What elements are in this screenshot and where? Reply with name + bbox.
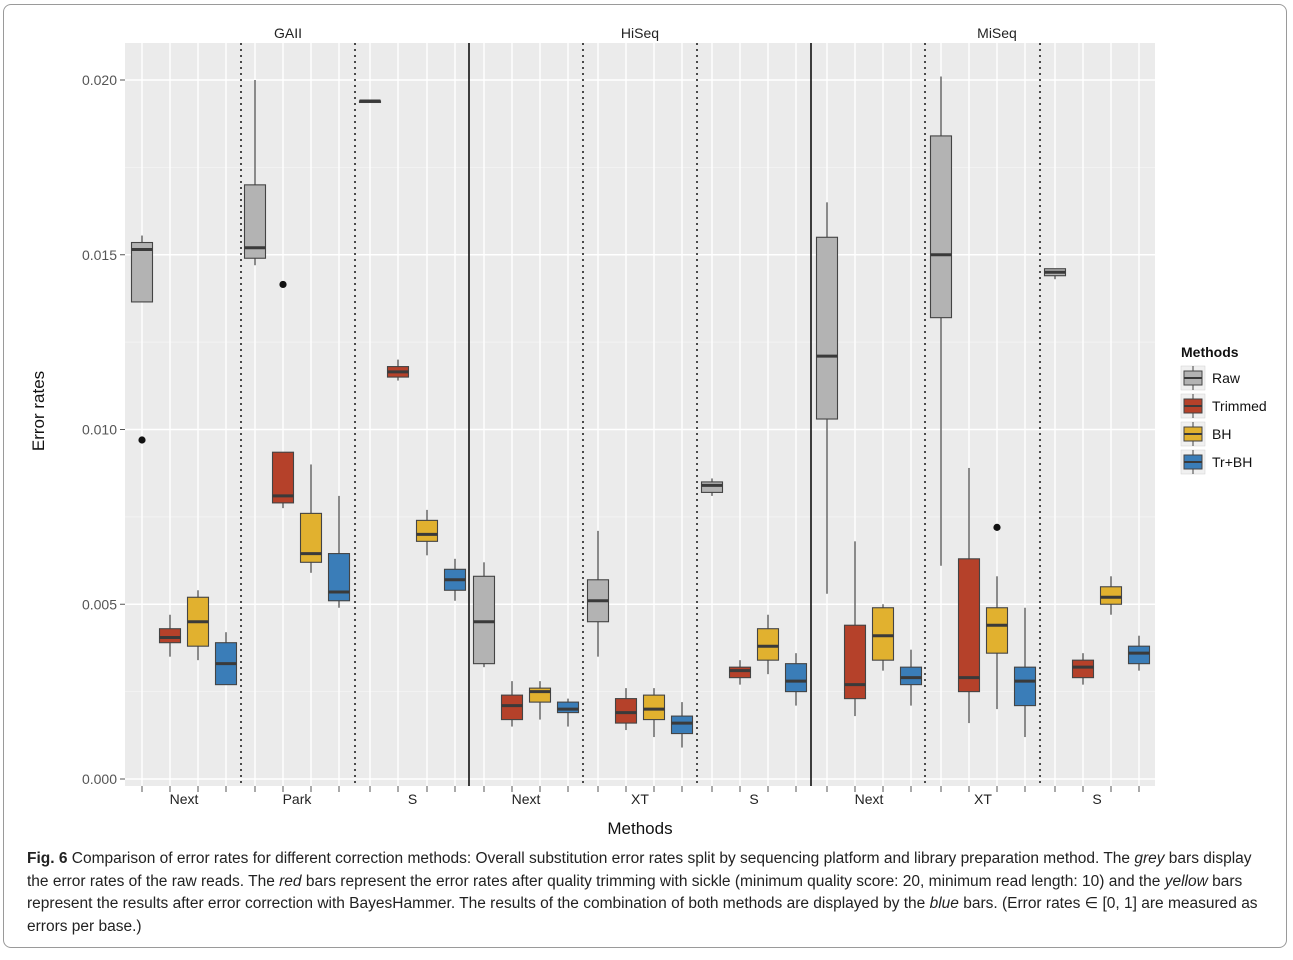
legend-label: Trimmed bbox=[1212, 398, 1267, 414]
box bbox=[158, 628, 182, 644]
legend-label: BH bbox=[1212, 426, 1231, 442]
box bbox=[642, 694, 666, 721]
box bbox=[1127, 645, 1151, 665]
legend-title: Methods bbox=[1181, 344, 1239, 360]
caption-label: Fig. 6 bbox=[27, 850, 68, 867]
legend-label: Raw bbox=[1212, 370, 1241, 386]
box bbox=[728, 666, 752, 679]
x-group-label: S bbox=[408, 791, 417, 807]
box bbox=[957, 558, 981, 693]
box bbox=[614, 698, 638, 724]
y-tick-label: 0.010 bbox=[82, 422, 117, 438]
x-group-label: Park bbox=[283, 791, 313, 807]
box bbox=[843, 624, 867, 700]
box bbox=[670, 715, 694, 735]
y-tick-label: 0.005 bbox=[82, 596, 117, 612]
box bbox=[327, 553, 351, 602]
x-group-label: Next bbox=[512, 791, 541, 807]
box bbox=[815, 236, 839, 420]
box bbox=[899, 666, 923, 686]
y-axis-label: Error rates bbox=[29, 371, 48, 451]
panel-title: HiSeq bbox=[621, 25, 659, 41]
box bbox=[472, 575, 496, 665]
box bbox=[271, 451, 295, 504]
box bbox=[556, 701, 580, 714]
box bbox=[500, 694, 524, 721]
caption-grey: grey bbox=[1134, 850, 1165, 867]
panel-title: MiSeq bbox=[977, 25, 1017, 41]
figure-caption: Fig. 6 Comparison of error rates for dif… bbox=[27, 848, 1272, 938]
outlier-point bbox=[138, 436, 146, 444]
box bbox=[1099, 586, 1123, 605]
box bbox=[1013, 666, 1037, 707]
x-group-label: S bbox=[1092, 791, 1101, 807]
y-tick-label: 0.015 bbox=[82, 247, 117, 263]
caption-text-2: bars display the error rates of the raw … bbox=[27, 850, 1252, 890]
x-group-label: XT bbox=[974, 791, 992, 807]
box bbox=[784, 663, 808, 693]
caption-text-4: bars represent the results after error c… bbox=[27, 872, 1243, 913]
box bbox=[929, 135, 953, 319]
panel-title: GAII bbox=[274, 25, 302, 41]
legend-label: Tr+BH bbox=[1212, 454, 1252, 470]
caption-blue: blue bbox=[929, 895, 959, 912]
caption-text-5: bars. (Error rates ∈ [0, 1] are measured… bbox=[27, 895, 1258, 935]
box bbox=[756, 628, 780, 661]
box bbox=[130, 241, 154, 303]
outlier-point bbox=[993, 523, 1001, 531]
figure-frame bbox=[3, 4, 1287, 948]
x-group-label: S bbox=[749, 791, 758, 807]
x-group-label: Next bbox=[855, 791, 884, 807]
box bbox=[1071, 659, 1095, 679]
x-group-label: XT bbox=[631, 791, 649, 807]
y-tick-label: 0.020 bbox=[82, 72, 117, 88]
caption-text-3: bars represent the error rates after qua… bbox=[301, 872, 1165, 890]
box bbox=[243, 184, 267, 259]
outlier-point bbox=[279, 280, 287, 289]
box bbox=[871, 607, 895, 661]
y-tick-label: 0.000 bbox=[82, 771, 117, 787]
x-axis-label: Methods bbox=[607, 819, 672, 838]
box bbox=[415, 519, 439, 542]
x-group-label: Next bbox=[170, 791, 199, 807]
caption-yellow: yellow bbox=[1164, 872, 1208, 890]
caption-red: red bbox=[279, 872, 302, 890]
caption-text-1: Comparison of error rates for different … bbox=[67, 850, 1135, 867]
box bbox=[700, 481, 724, 493]
plot-background bbox=[125, 43, 1155, 786]
boxplot-chart: GAII HiSeq MiSeq 0.000 0.005 0.010 0.015 0.020 E… bbox=[29, 25, 1267, 838]
box bbox=[985, 607, 1009, 654]
box bbox=[299, 512, 323, 563]
